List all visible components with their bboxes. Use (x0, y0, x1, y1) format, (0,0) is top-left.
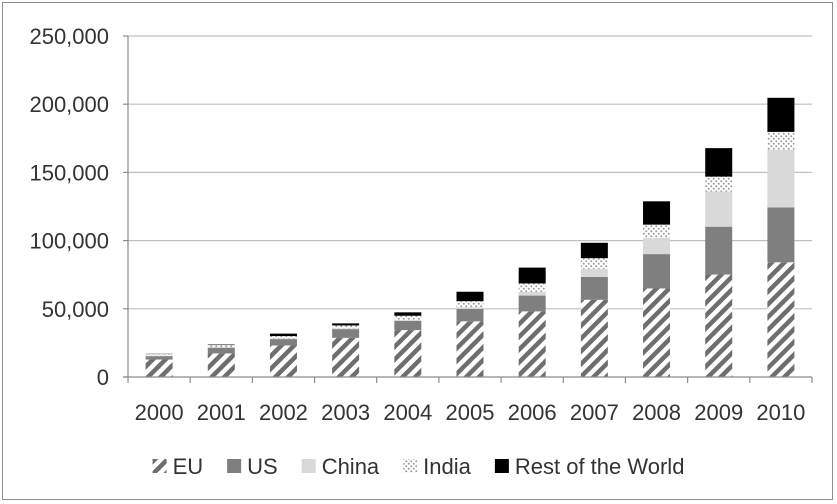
x-tick-label: 2002 (259, 400, 308, 425)
bar-segment-us (394, 320, 422, 331)
bar-segment-us (456, 308, 484, 322)
bar-segment-rest-of-the-world (207, 344, 235, 346)
bar-segment-china (767, 149, 795, 208)
bar-segment-eu (643, 288, 671, 377)
bar-segment-india (767, 131, 795, 150)
bar-segment-rest-of-the-world (643, 201, 671, 225)
x-tick-label: 2001 (197, 400, 246, 425)
bar-segment-us (580, 276, 608, 300)
bar-segment-india (394, 315, 422, 320)
bar-segment-rest-of-the-world (518, 267, 546, 284)
bar-segment-india (145, 354, 173, 356)
bar-segment-eu (705, 274, 733, 377)
bar-segment-rest-of-the-world (332, 323, 360, 326)
bar-segment-india (518, 283, 546, 293)
bar-segment-rest-of-the-world (269, 333, 297, 337)
x-tick-label: 2003 (321, 400, 370, 425)
bar-segment-china (643, 237, 671, 255)
bar-segment-india (207, 345, 235, 348)
bar-segment-eu (767, 262, 795, 377)
bar-segment-china (394, 319, 422, 321)
legend-label: India (423, 454, 471, 479)
legend-label: EU (173, 454, 204, 479)
bar-segment-us (332, 329, 360, 338)
legend-swatch (403, 459, 418, 473)
legend-swatch (152, 459, 167, 473)
bar-segment-eu (394, 330, 422, 377)
x-tick-label: 2010 (756, 400, 805, 425)
y-tick-label: 50,000 (42, 297, 109, 322)
bar-segment-us (643, 254, 671, 289)
legend-item-eu: EU (152, 454, 204, 479)
bar-segment-us (269, 339, 297, 346)
legend-label: Rest of the World (515, 454, 685, 479)
bar-segment-rest-of-the-world (580, 242, 608, 259)
bar-segment-eu (456, 321, 484, 377)
bar-segment-eu (207, 353, 235, 377)
bar-segment-rest-of-the-world (705, 148, 733, 177)
legend-item-us: US (227, 454, 278, 479)
bar-segment-us (207, 347, 235, 354)
bar-segment-rest-of-the-world (394, 312, 422, 316)
bar-segment-china (207, 347, 235, 348)
bar-segment-eu (580, 299, 608, 377)
bar-segment-eu (518, 311, 546, 377)
bar-segment-china (456, 307, 484, 309)
bar-segment-india (332, 325, 360, 329)
y-tick-label: 0 (97, 365, 109, 390)
bar-segment-china (332, 328, 360, 330)
bar-segment-eu (269, 345, 297, 377)
bar-segment-china (705, 191, 733, 227)
bar-segment-us (145, 356, 173, 360)
x-tick-label: 2006 (508, 400, 557, 425)
legend-swatch (227, 459, 242, 473)
legend-swatch (301, 459, 316, 473)
y-tick-label: 150,000 (29, 160, 109, 185)
bar-segment-india (269, 336, 297, 339)
bar-segment-eu (332, 337, 360, 377)
x-tick-label: 2005 (446, 400, 495, 425)
x-tick-label: 2004 (383, 400, 432, 425)
bar-segment-india (705, 176, 733, 192)
legend-swatch (494, 459, 509, 473)
bar-segment-india (643, 224, 671, 238)
y-tick-label: 100,000 (29, 229, 109, 254)
bar-segment-china (518, 292, 546, 296)
bar-segment-us (518, 295, 546, 312)
bar-segment-india (456, 301, 484, 308)
x-tick-label: 2009 (694, 400, 743, 425)
legend-label: US (247, 454, 278, 479)
y-tick-label: 200,000 (29, 92, 109, 117)
x-tick-label: 2007 (570, 400, 619, 425)
bar-segment-rest-of-the-world (456, 291, 484, 302)
legend-item-china: China (301, 454, 380, 479)
bar-segment-us (705, 226, 733, 275)
x-tick-label: 2008 (632, 400, 681, 425)
bar-segment-rest-of-the-world (767, 97, 795, 132)
y-tick-label: 250,000 (29, 24, 109, 49)
bar-segment-india (580, 258, 608, 269)
bar-segment-us (767, 207, 795, 263)
bar-segment-china (269, 338, 297, 340)
legend-item-india: India (403, 454, 472, 479)
legend-label: China (322, 454, 380, 479)
bar-segment-china (580, 268, 608, 277)
x-tick-label: 2000 (135, 400, 184, 425)
bar-segment-eu (145, 359, 173, 377)
legend-item-rest-of-the-world: Rest of the World (494, 454, 685, 479)
